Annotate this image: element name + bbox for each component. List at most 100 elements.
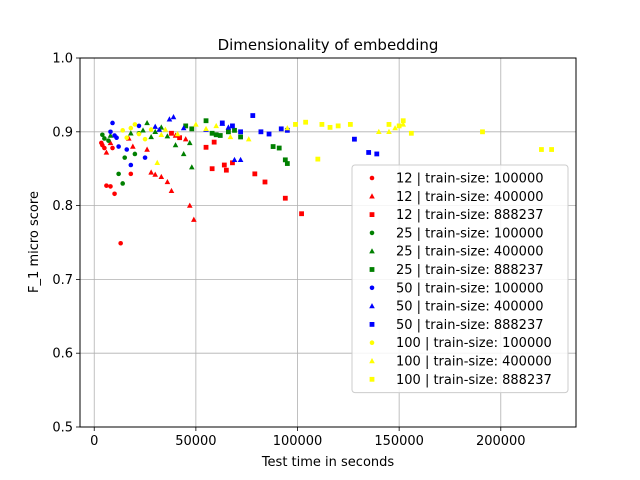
data-point (227, 133, 234, 140)
data-point (122, 155, 128, 160)
data-point (180, 125, 187, 131)
data-point (164, 133, 171, 139)
data-point (266, 131, 272, 137)
chart-title: Dimensionality of embedding (218, 36, 439, 54)
data-point (262, 179, 268, 185)
data-point (107, 139, 114, 146)
x-tick-label: 0 (90, 434, 98, 449)
legend-marker (369, 230, 375, 236)
data-point (386, 122, 392, 127)
data-point (293, 122, 298, 127)
data-point (106, 138, 111, 143)
data-point (156, 126, 163, 132)
y-tick-label: 0.7 (52, 273, 73, 288)
data-point (284, 127, 290, 133)
data-point (164, 178, 171, 185)
data-point (132, 122, 138, 127)
legend-marker (369, 267, 375, 272)
data-point (140, 127, 146, 133)
legend-label: 50 | train-size: 100000 (396, 281, 543, 296)
data-point (366, 150, 372, 155)
data-point (108, 129, 113, 135)
data-point (182, 136, 189, 142)
data-point (400, 118, 406, 124)
data-point (110, 120, 115, 126)
data-point (100, 132, 105, 138)
data-point (128, 162, 134, 168)
y-axis-label: F_1 micro score (27, 191, 42, 293)
data-point (183, 123, 189, 129)
x-tick-label: 200000 (476, 434, 526, 449)
legend-label: 50 | train-size: 400000 (396, 300, 543, 315)
data-point (169, 130, 174, 136)
data-point (231, 156, 238, 163)
data-point (107, 132, 114, 138)
data-point (132, 151, 138, 157)
data-point (335, 123, 341, 129)
y-tick-label: 0.6 (52, 347, 73, 362)
legend-marker (369, 376, 375, 382)
data-point (539, 147, 544, 152)
data-point (124, 135, 130, 141)
legend-marker (369, 322, 375, 327)
data-point (217, 133, 223, 138)
data-point (252, 171, 258, 177)
data-point (230, 160, 235, 166)
y-tick-label: 0.8 (52, 199, 73, 214)
data-point (213, 122, 219, 129)
data-point (270, 144, 276, 149)
data-point (142, 155, 148, 160)
legend-marker (369, 340, 375, 346)
data-point (284, 125, 291, 131)
legend-label: 50 | train-size: 888237 (396, 318, 543, 333)
data-point (299, 211, 304, 217)
data-point (102, 145, 107, 151)
data-point (104, 183, 109, 188)
data-point (166, 116, 173, 122)
legend: 12 | train-size: 100000 12 | train-size: … (351, 164, 569, 394)
data-point (282, 157, 288, 163)
data-point (158, 173, 165, 180)
data-point (315, 156, 321, 162)
data-point (120, 128, 125, 133)
data-point (152, 123, 159, 129)
legend-marker (369, 212, 375, 217)
data-point (396, 123, 402, 129)
data-point (209, 130, 215, 136)
data-point (128, 125, 134, 131)
legend-box (351, 164, 569, 394)
data-point (258, 129, 264, 135)
data-point (177, 135, 183, 141)
data-point (352, 136, 357, 142)
legend-label: 25 | train-size: 400000 (396, 245, 543, 260)
data-point (124, 147, 130, 152)
data-point (172, 142, 179, 148)
data-point (152, 128, 159, 134)
legend-marker (369, 303, 375, 309)
x-tick-label: 50000 (175, 434, 216, 449)
data-point (219, 120, 225, 126)
data-point (158, 131, 165, 137)
legend-marker (369, 285, 375, 291)
data-point (211, 139, 217, 145)
data-point (480, 129, 485, 135)
data-point (374, 151, 380, 157)
data-point (392, 125, 398, 131)
data-point (136, 123, 142, 129)
data-point (102, 136, 107, 141)
data-point (154, 159, 161, 165)
data-point (223, 167, 229, 173)
plot-frame (79, 57, 577, 428)
data-point (116, 171, 121, 177)
data-point (114, 135, 119, 141)
data-point (148, 133, 154, 140)
data-points (99, 113, 555, 246)
data-point (408, 130, 414, 136)
x-axis-label: Test time in seconds (261, 455, 395, 470)
data-point (193, 121, 199, 127)
data-point (250, 113, 256, 118)
data-point (191, 216, 197, 222)
data-point (327, 124, 333, 130)
data-point (376, 128, 382, 134)
